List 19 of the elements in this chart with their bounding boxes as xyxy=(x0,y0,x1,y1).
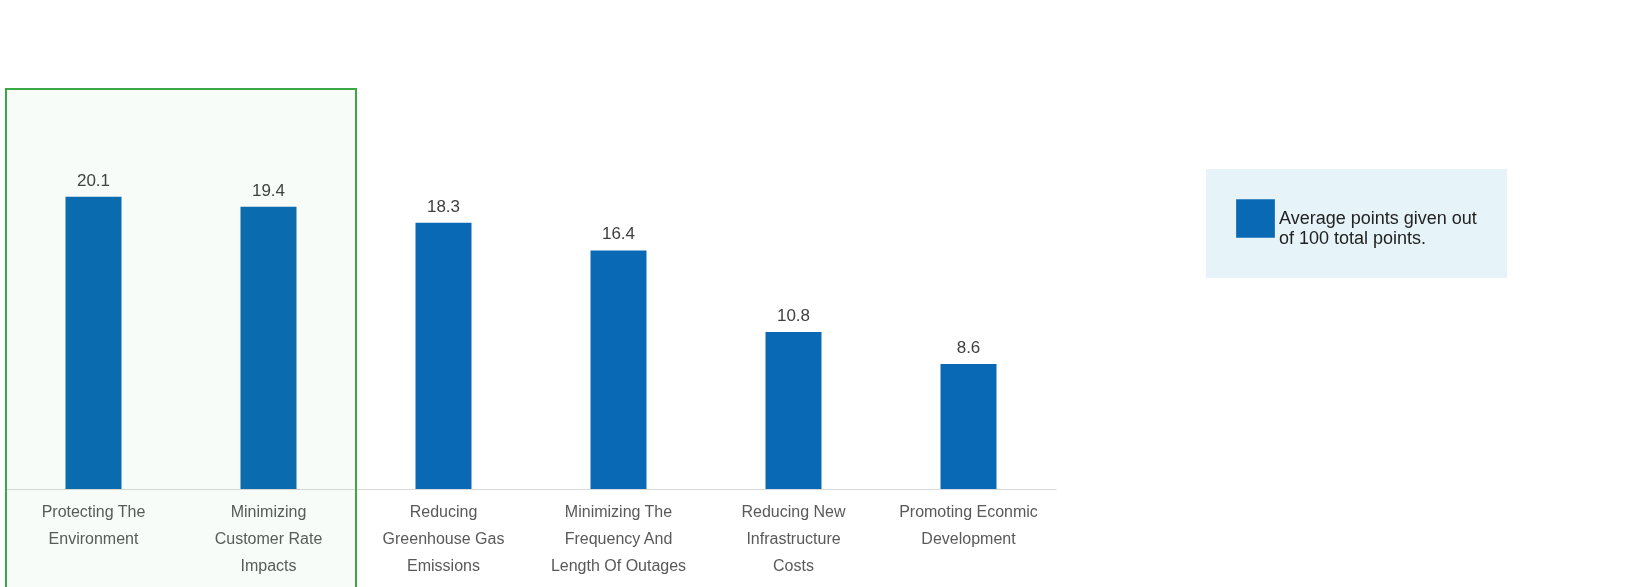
data-label: 19.4 xyxy=(251,180,286,200)
x-tick-label: Reducing Greenhouse Gas Emissions xyxy=(382,502,505,574)
bar xyxy=(240,206,297,489)
data-label: 10.8 xyxy=(776,305,811,325)
bar xyxy=(415,222,472,489)
bar xyxy=(590,250,647,489)
x-tick-label: Reducing New Infrastructure Costs xyxy=(741,502,846,574)
x-tick-label: Minimizing The Frequency And Length Of Outages xyxy=(550,502,687,574)
legend-label: Average points given out of 100 total points. xyxy=(1279,207,1477,248)
bar xyxy=(940,363,997,489)
data-label: 16.4 xyxy=(601,224,636,244)
bar xyxy=(65,196,122,489)
x-tick-label: Promoting Econmic Development xyxy=(899,502,1038,547)
x-tick-label: Minimizing Customer Rate Impacts xyxy=(214,502,323,574)
x-tick-label: Protecting The Environment xyxy=(41,502,146,547)
bar xyxy=(765,331,822,489)
data-label: 8.6 xyxy=(956,337,981,357)
data-label: 18.3 xyxy=(426,196,461,216)
data-label: 20.1 xyxy=(76,170,111,190)
